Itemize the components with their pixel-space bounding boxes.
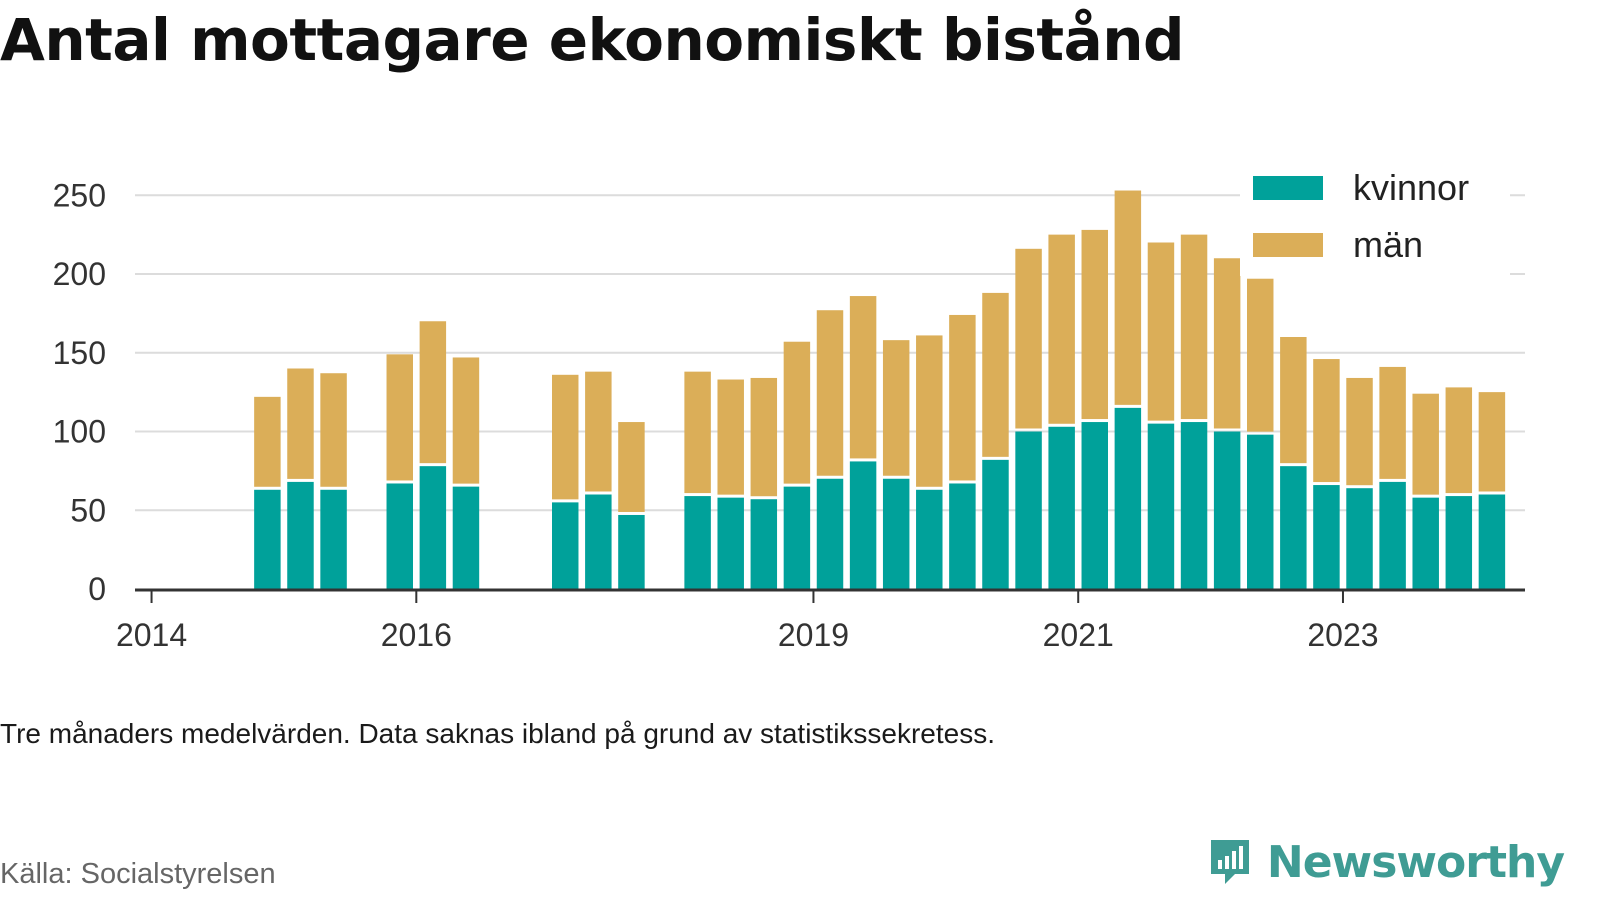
bar-kvinnor xyxy=(552,502,579,589)
chart-title: Antal mottagare ekonomiskt bistånd xyxy=(0,6,1185,74)
bar-kvinnor xyxy=(1015,431,1042,589)
bar-kvinnor xyxy=(1247,434,1274,589)
bar-man xyxy=(1048,234,1075,424)
x-tick-label: 2021 xyxy=(1043,617,1114,653)
legend-label: kvinnor xyxy=(1353,167,1469,208)
bar-kvinnor xyxy=(287,481,314,589)
legend-label: män xyxy=(1353,224,1423,265)
bar-kvinnor xyxy=(1478,494,1506,589)
bar-kvinnor xyxy=(1280,466,1307,589)
bar-kvinnor xyxy=(419,466,447,589)
bar-kvinnor xyxy=(717,497,744,589)
bar-kvinnor xyxy=(618,514,645,589)
legend: kvinnor män xyxy=(1240,164,1510,276)
legend-swatch xyxy=(1253,233,1323,257)
bar-man xyxy=(816,310,844,476)
bar-kvinnor xyxy=(816,478,844,589)
x-tick-label: 2023 xyxy=(1307,617,1378,653)
y-axis: 0 50 100 150 200 250 xyxy=(53,177,106,607)
bar-kvinnor xyxy=(1048,426,1075,589)
bar-man xyxy=(1147,242,1175,421)
bar-kvinnor xyxy=(750,499,778,589)
bar-man xyxy=(949,314,976,481)
bar-kvinnor xyxy=(1147,423,1175,589)
bar-man xyxy=(982,292,1009,457)
bar-man xyxy=(254,396,281,487)
brand-logo: Newsworthy xyxy=(1207,836,1565,888)
bar-man xyxy=(320,373,347,487)
bar-kvinnor xyxy=(882,478,910,589)
bar-man xyxy=(386,354,413,481)
bar-man xyxy=(552,374,579,500)
y-tick-label: 200 xyxy=(53,256,106,292)
bar-man xyxy=(585,371,612,492)
brand-name: Newsworthy xyxy=(1266,836,1565,888)
bar-man xyxy=(717,379,744,495)
bar-kvinnor xyxy=(1412,497,1439,589)
bar-man xyxy=(783,341,811,484)
bar-kvinnor xyxy=(452,486,480,589)
bar-kvinnor xyxy=(585,494,612,589)
bar-man xyxy=(849,296,877,459)
y-tick-label: 100 xyxy=(53,414,106,450)
bar-man xyxy=(1015,248,1042,429)
bar-kvinnor xyxy=(1346,488,1373,589)
bar-man xyxy=(618,422,645,512)
bar-kvinnor xyxy=(320,489,347,589)
x-tick-label: 2014 xyxy=(116,617,187,653)
source-label: Källa: Socialstyrelsen xyxy=(0,858,276,890)
bar-man xyxy=(750,377,778,497)
chart-footnote: Tre månaders medelvärden. Data saknas ib… xyxy=(0,718,996,749)
y-tick-label: 250 xyxy=(53,177,106,213)
bar-kvinnor xyxy=(1081,422,1108,589)
bar-kvinnor xyxy=(684,496,711,589)
bar-kvinnor xyxy=(982,459,1009,589)
bars xyxy=(254,190,1506,589)
bar-man xyxy=(1313,359,1340,483)
bar-man xyxy=(452,357,480,484)
y-tick-label: 50 xyxy=(70,492,106,528)
bar-man xyxy=(1180,234,1208,420)
bar-man xyxy=(1346,377,1373,486)
bar-man xyxy=(1081,229,1108,420)
bar-man xyxy=(1478,392,1506,492)
bar-man xyxy=(882,340,910,476)
bar-kvinnor xyxy=(1379,481,1406,589)
newsworthy-logo-icon xyxy=(1210,840,1249,884)
bar-kvinnor xyxy=(1114,407,1142,589)
y-tick-label: 150 xyxy=(53,335,106,371)
bar-kvinnor xyxy=(849,461,877,589)
x-tick-label: 2019 xyxy=(778,617,849,653)
bar-kvinnor xyxy=(1313,485,1340,589)
bar-man xyxy=(684,371,711,494)
bar-kvinnor xyxy=(1180,422,1208,589)
x-tick-label: 2016 xyxy=(381,617,452,653)
bar-kvinnor xyxy=(1213,431,1241,589)
y-tick-label: 0 xyxy=(88,571,106,607)
bar-man xyxy=(1379,366,1406,479)
x-axis: 2014 2016 2019 2021 2023 xyxy=(116,588,1525,653)
bar-man xyxy=(916,335,943,487)
bar-kvinnor xyxy=(783,486,811,589)
bar-man xyxy=(419,321,447,464)
bar-man xyxy=(1280,337,1307,464)
bar-man xyxy=(1213,258,1241,429)
bar-man xyxy=(1247,278,1274,432)
legend-swatch xyxy=(1253,176,1323,200)
bar-kvinnor xyxy=(254,489,281,589)
bar-kvinnor xyxy=(916,489,943,589)
bar-man xyxy=(1445,387,1473,494)
bar-man xyxy=(1114,190,1142,405)
stacked-bar-chart: 0 50 100 150 200 250 2014 2016 2019 2021 2023 kvi… xyxy=(53,164,1525,653)
bar-man xyxy=(1412,393,1439,495)
bar-kvinnor xyxy=(1445,496,1473,589)
bar-man xyxy=(287,368,314,479)
bar-kvinnor xyxy=(386,483,413,589)
bar-kvinnor xyxy=(949,483,976,589)
